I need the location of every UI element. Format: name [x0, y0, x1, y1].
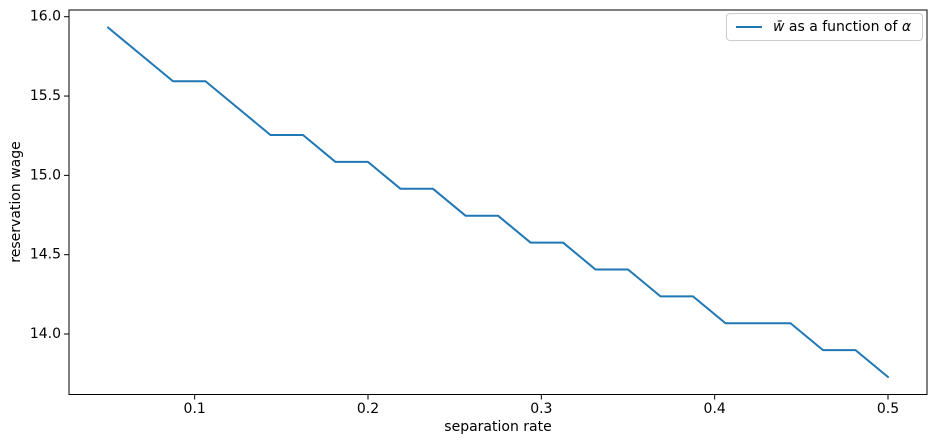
y-tick-label: 14.5 [30, 247, 61, 263]
y-tick-label: 15.5 [30, 88, 61, 104]
wbar-symbol: w̄ [773, 19, 785, 35]
legend-line-sample [736, 26, 762, 28]
legend-label-text: as a function of [784, 19, 902, 35]
axes-spines [68, 9, 928, 395]
y-tick-label: 16.0 [30, 9, 61, 25]
legend: w̄ as a function of α [726, 13, 923, 41]
y-tick-label: 15.0 [30, 167, 61, 183]
x-axis-label: separation rate [444, 419, 552, 435]
y-axis-label: reservation wage [8, 141, 24, 263]
x-tick-label: 0.4 [704, 401, 726, 417]
x-tick-label: 0.1 [184, 401, 206, 417]
x-tick-label: 0.2 [357, 401, 379, 417]
x-tick-label: 0.3 [530, 401, 552, 417]
alpha-symbol: α [901, 19, 912, 35]
reservation-wage-line [107, 26, 889, 379]
legend-label: w̄ as a function of α [773, 19, 911, 35]
x-tick-label: 0.5 [877, 401, 899, 417]
y-tick-label: 14.0 [30, 326, 61, 342]
